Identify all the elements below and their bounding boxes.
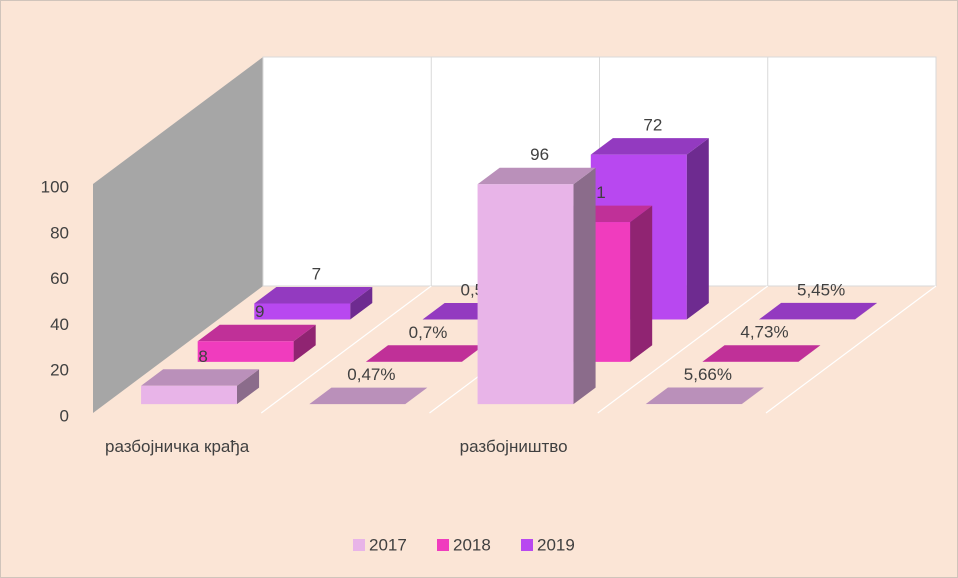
bar-top	[590, 138, 709, 155]
floor-divider	[765, 285, 937, 414]
bar-top	[645, 387, 764, 404]
bar-top	[702, 345, 821, 362]
value-label: 5,45%	[797, 280, 845, 299]
bar-side	[686, 138, 709, 320]
x-tick-label: разбојничка крађа	[104, 437, 250, 456]
legend-swatch	[437, 539, 449, 551]
value-label: 72	[643, 116, 662, 135]
bar-side	[798, 345, 821, 362]
y-tick-label: 40	[50, 315, 69, 334]
legend-label: 2017	[369, 535, 407, 554]
value-label: 96	[530, 145, 549, 164]
legend-swatch	[521, 539, 533, 551]
bar-front	[254, 303, 351, 320]
y-tick-label: 80	[50, 223, 69, 242]
bar-side	[405, 387, 428, 405]
legend-label: 2019	[537, 535, 575, 554]
bar-side	[350, 286, 373, 320]
bar-top	[309, 387, 428, 405]
x-tick-label: разбојништво	[459, 437, 568, 456]
value-label: 0,7%	[409, 323, 448, 342]
floor-divider	[260, 285, 432, 414]
bar-top	[759, 302, 878, 320]
y-tick-label: 60	[50, 269, 69, 288]
bar-top	[365, 345, 484, 362]
legend-swatch	[353, 539, 365, 551]
bar-top	[254, 286, 373, 304]
floor-divider	[597, 285, 769, 414]
value-label: 7	[312, 264, 321, 283]
legend-label: 2018	[453, 535, 491, 554]
bar-side	[741, 387, 764, 405]
bar-side	[630, 205, 653, 362]
bar-side	[293, 324, 316, 362]
bar-front	[477, 184, 574, 405]
bar-front	[141, 385, 237, 405]
bar-side	[236, 369, 260, 405]
bar-side	[573, 167, 596, 405]
value-label: 9	[255, 302, 264, 321]
value-label: 4,73%	[740, 323, 788, 342]
value-label: 8	[198, 347, 207, 366]
value-label: 5,66%	[684, 365, 732, 384]
bar-front	[197, 341, 294, 362]
bar-top	[477, 167, 596, 185]
bar-side	[854, 302, 878, 320]
y-tick-label: 20	[50, 361, 69, 380]
value-label: 0,47%	[347, 365, 395, 384]
y-tick-label: 0	[60, 406, 69, 425]
bar-top	[197, 324, 316, 342]
bar-top	[141, 369, 260, 386]
y-tick-label: 100	[41, 177, 69, 196]
side-wall	[93, 57, 263, 413]
